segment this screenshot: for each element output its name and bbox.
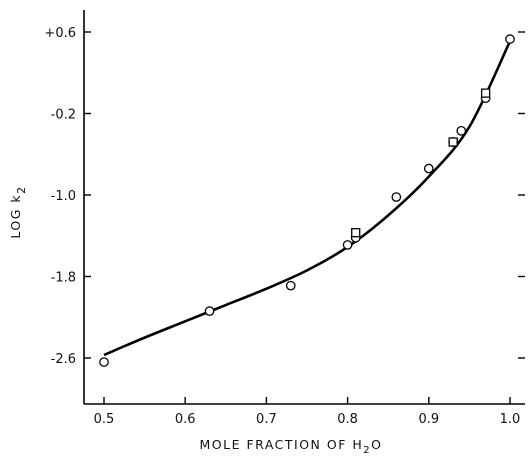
square-data-point [351, 228, 361, 238]
circle-data-point [456, 125, 467, 136]
x-axis-label: MOLE FRACTION OF H2O [200, 437, 383, 456]
circle-data-point [99, 357, 109, 367]
circle-data-point [342, 240, 353, 250]
fit-curve-layer [103, 40, 512, 357]
fit-curve [103, 40, 512, 357]
square-data-point [480, 88, 491, 98]
y-tick-label: -2.6 [51, 352, 76, 367]
y-tick-label: +0.6 [44, 26, 76, 41]
x-tick-label: 1.0 [500, 412, 521, 427]
circle-data-point [285, 280, 296, 291]
x-tick-label: 0.5 [94, 412, 115, 427]
y-axis-label: LOG k2 [8, 185, 28, 238]
axes [83, 10, 525, 405]
circle-data-point [391, 192, 402, 202]
x-tick-labels: 0.5 0.6 0.7 0.8 0.9 1.0 [94, 412, 521, 427]
circle-data-point [505, 34, 515, 44]
x-tick-label: 0.9 [418, 412, 439, 427]
circle-data-point [423, 163, 434, 174]
y-tick-label: -0.2 [51, 108, 76, 123]
x-tick-label: 0.7 [256, 412, 277, 427]
data-points [99, 34, 515, 367]
y-tick-label: -1.8 [51, 271, 76, 286]
x-tick-label: 0.6 [175, 412, 196, 427]
circle-data-point [204, 306, 215, 316]
tick-marks [84, 31, 525, 404]
y-tick-label: -1.0 [51, 189, 76, 204]
y-tick-labels: +0.6 -0.2 -1.0 -1.8 -2.6 [44, 26, 76, 367]
square-data-point [448, 137, 458, 147]
x-tick-label: 0.8 [337, 412, 358, 427]
